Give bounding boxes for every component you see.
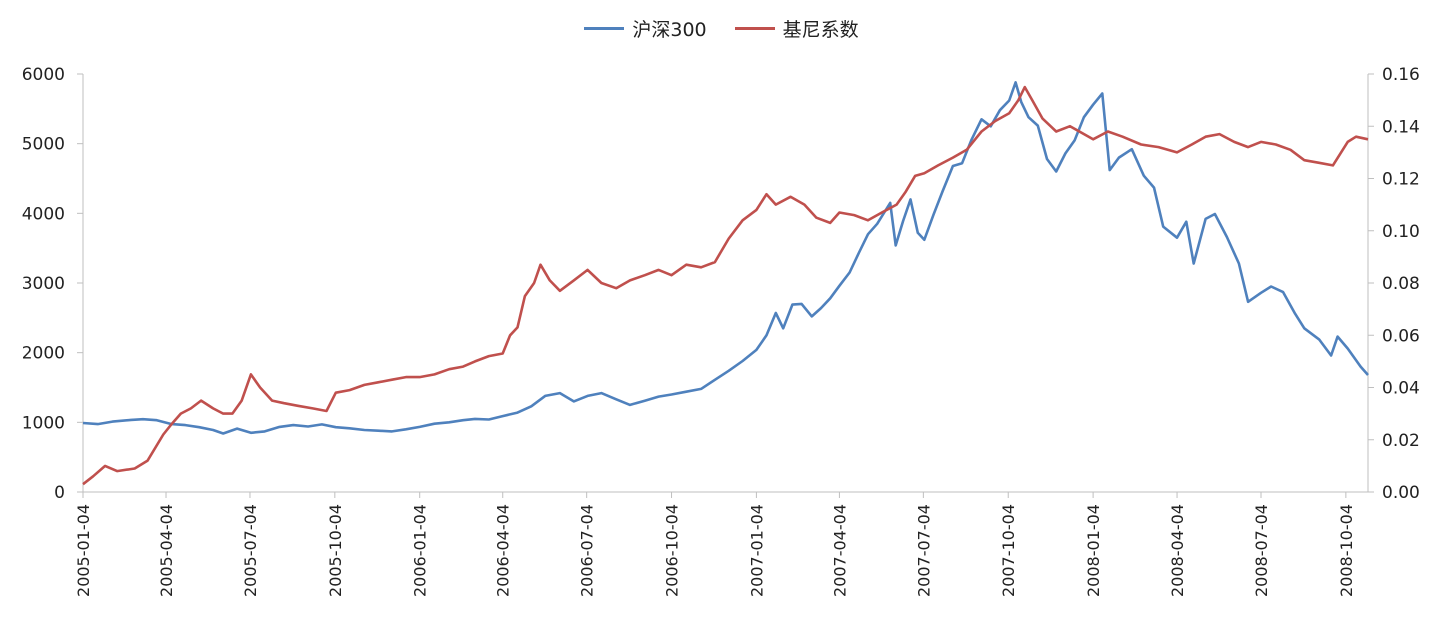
x-tick-label: 2008-10-04: [1337, 504, 1356, 597]
y-right-tick-label: 0.12: [1382, 170, 1420, 190]
x-tick-label: 2006-04-04: [494, 504, 513, 597]
x-tick-label: 2006-10-04: [663, 504, 682, 597]
x-tick-label: 2008-01-04: [1084, 504, 1103, 597]
x-tick-label: 2006-01-04: [411, 504, 430, 597]
legend: 沪深300 基尼系数: [0, 12, 1443, 44]
series-line-gini: [82, 85, 1369, 486]
legend-item-gini: 基尼系数: [734, 15, 859, 42]
y-left-tick-label: 0: [54, 483, 65, 503]
x-tick-label: 2007-04-04: [830, 504, 849, 597]
x-tick-label: 2008-07-04: [1252, 504, 1271, 597]
x-tick-label: 2005-07-04: [241, 504, 260, 597]
y-right-tick-label: 0.04: [1382, 379, 1420, 399]
x-tick-label: 2008-04-04: [1168, 504, 1187, 597]
y-left-tick-label: 2000: [22, 344, 65, 364]
y-left-tick-label: 6000: [22, 65, 65, 85]
y-right-tick-label: 0.16: [1382, 65, 1420, 85]
x-tick-label: 2007-07-04: [914, 504, 933, 597]
y-left-tick-label: 3000: [22, 274, 65, 294]
y-right-tick-label: 0.00: [1382, 483, 1420, 503]
y-right-tick-label: 0.14: [1382, 117, 1420, 137]
legend-item-hs300: 沪深300: [584, 15, 707, 42]
legend-label-gini: 基尼系数: [782, 18, 859, 41]
y-right-tick-label: 0.02: [1382, 431, 1420, 451]
y-right-tick-label: 0.06: [1382, 326, 1420, 346]
x-tick-label: 2006-07-04: [578, 504, 597, 597]
legend-swatch-hs300: [584, 26, 625, 30]
y-left-tick-label: 4000: [22, 204, 65, 224]
y-left-tick-label: 1000: [22, 413, 65, 433]
x-tick-label: 2007-01-04: [747, 504, 766, 597]
y-right-tick-label: 0.08: [1382, 274, 1420, 294]
x-tick-label: 2005-04-04: [157, 504, 176, 597]
y-right-tick-label: 0.10: [1382, 222, 1420, 242]
legend-label-hs300: 沪深300: [632, 18, 707, 41]
series-line-hs300: [82, 81, 1369, 435]
y-left-tick-label: 5000: [22, 135, 65, 155]
x-tick-label: 2005-10-04: [326, 504, 345, 597]
legend-swatch-gini: [734, 26, 775, 30]
x-tick-label: 2005-01-04: [74, 504, 93, 597]
x-tick-label: 2007-10-04: [999, 504, 1018, 597]
